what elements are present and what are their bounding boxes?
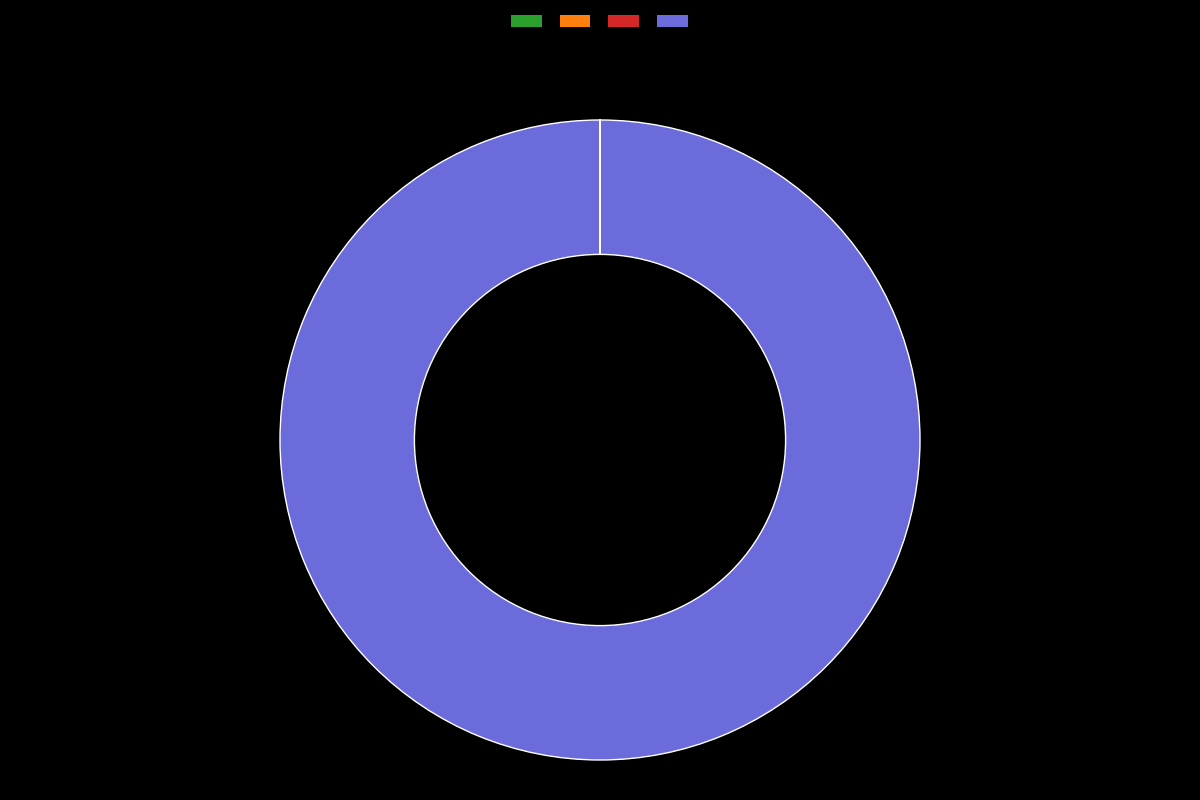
Wedge shape — [280, 120, 920, 760]
Legend: , , , : , , , — [511, 15, 689, 29]
